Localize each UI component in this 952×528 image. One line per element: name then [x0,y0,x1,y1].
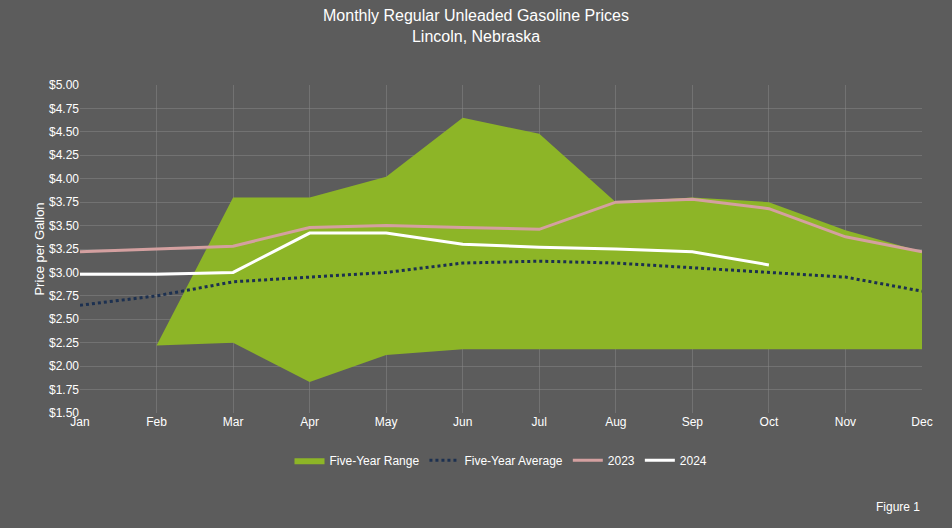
svg-text:Price per Gallon: Price per Gallon [32,202,47,295]
svg-text:Aug: Aug [605,415,626,429]
svg-text:$1.50: $1.50 [49,406,79,420]
svg-text:$4.50: $4.50 [49,125,79,139]
svg-text:$2.00: $2.00 [49,359,79,373]
svg-text:$1.75: $1.75 [49,383,79,397]
svg-text:$3.50: $3.50 [49,219,79,233]
svg-text:$3.25: $3.25 [49,242,79,256]
svg-text:Mar: Mar [223,415,244,429]
svg-text:Oct: Oct [760,415,779,429]
svg-text:2024: 2024 [680,454,707,468]
svg-text:$2.75: $2.75 [49,289,79,303]
svg-text:Jul: Jul [532,415,547,429]
svg-text:Jan: Jan [70,415,89,429]
svg-text:$3.00: $3.00 [49,266,79,280]
svg-text:$3.75: $3.75 [49,195,79,209]
svg-text:$2.50: $2.50 [49,312,79,326]
svg-text:$5.00: $5.00 [49,78,79,92]
svg-text:Dec: Dec [911,415,932,429]
svg-text:$4.25: $4.25 [49,148,79,162]
svg-text:May: May [375,415,398,429]
svg-text:Monthly Regular Unleaded Gasol: Monthly Regular Unleaded Gasoline Prices… [323,7,629,45]
svg-text:Sep: Sep [682,415,704,429]
svg-text:Apr: Apr [300,415,319,429]
svg-text:Five-Year Average: Five-Year Average [464,454,562,468]
svg-text:$4.00: $4.00 [49,172,79,186]
svg-text:$2.25: $2.25 [49,336,79,350]
svg-text:Figure 1: Figure 1 [876,500,920,514]
svg-text:Five-Year Range: Five-Year Range [330,454,420,468]
svg-text:Jun: Jun [453,415,472,429]
svg-text:Feb: Feb [146,415,167,429]
svg-text:Nov: Nov [835,415,856,429]
svg-text:$4.75: $4.75 [49,102,79,116]
svg-text:2023: 2023 [608,454,635,468]
